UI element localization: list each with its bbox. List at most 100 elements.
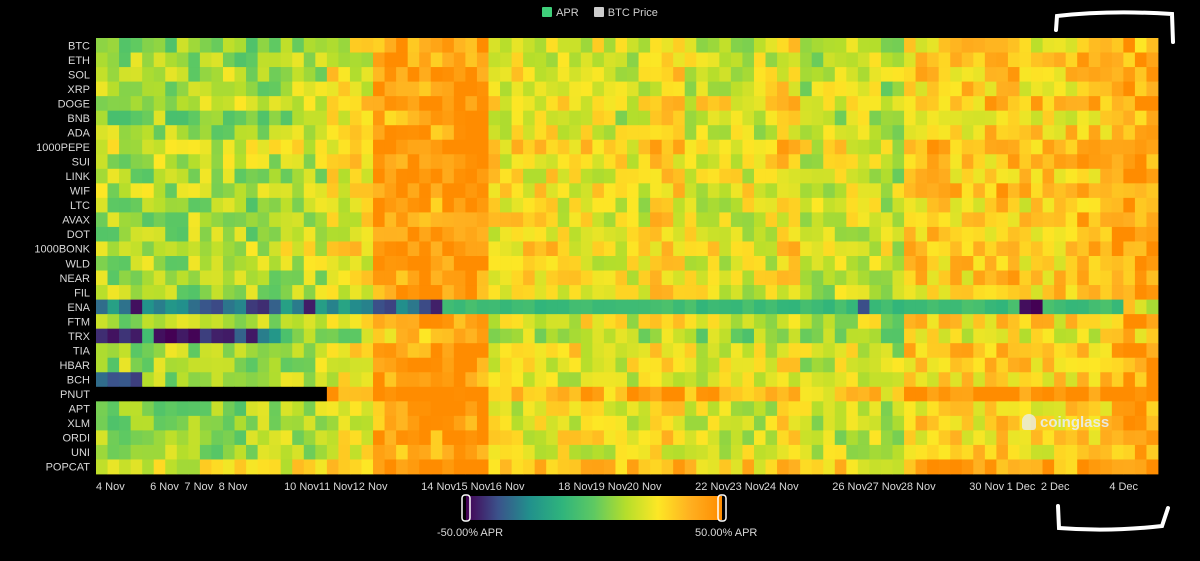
heatmap-cell[interactable] bbox=[488, 314, 501, 330]
heatmap-cell[interactable] bbox=[222, 401, 235, 417]
heatmap-cell[interactable] bbox=[1077, 67, 1090, 82]
heatmap-cell[interactable] bbox=[349, 372, 362, 388]
heatmap-cell[interactable] bbox=[1007, 212, 1020, 228]
heatmap-cell[interactable] bbox=[603, 212, 616, 228]
heatmap-cell[interactable] bbox=[1111, 285, 1124, 300]
heatmap-cell[interactable] bbox=[107, 125, 120, 141]
heatmap-cell[interactable] bbox=[892, 285, 905, 300]
heatmap-cell[interactable] bbox=[996, 38, 1009, 53]
heatmap-cell[interactable] bbox=[500, 241, 512, 257]
heatmap-cell[interactable] bbox=[107, 38, 120, 53]
heatmap-cell[interactable] bbox=[269, 183, 282, 199]
heatmap-cell[interactable] bbox=[326, 314, 339, 330]
heatmap-cell[interactable] bbox=[107, 139, 120, 155]
heatmap-cell[interactable] bbox=[523, 299, 536, 315]
heatmap-cell[interactable] bbox=[1054, 285, 1067, 300]
heatmap-cell[interactable] bbox=[1042, 430, 1055, 446]
heatmap-cell[interactable] bbox=[96, 256, 108, 271]
heatmap-cell[interactable] bbox=[315, 81, 328, 97]
heatmap-cell[interactable] bbox=[742, 256, 755, 271]
heatmap-cell[interactable] bbox=[730, 52, 743, 68]
heatmap-cell[interactable] bbox=[1088, 67, 1101, 82]
heatmap-cell[interactable] bbox=[211, 270, 224, 286]
heatmap-cell[interactable] bbox=[442, 125, 455, 141]
heatmap-cell[interactable] bbox=[222, 270, 235, 286]
heatmap-cell[interactable] bbox=[800, 183, 813, 199]
heatmap-cell[interactable] bbox=[1065, 314, 1078, 330]
heatmap-cell[interactable] bbox=[973, 357, 986, 373]
heatmap-cell[interactable] bbox=[534, 212, 547, 228]
heatmap-cell[interactable] bbox=[869, 168, 882, 184]
heatmap-cell[interactable] bbox=[384, 183, 397, 199]
heatmap-cell[interactable] bbox=[857, 67, 870, 82]
heatmap-cell[interactable] bbox=[349, 125, 362, 141]
heatmap-cell[interactable] bbox=[465, 401, 478, 417]
heatmap-cell[interactable] bbox=[661, 154, 674, 170]
heatmap-cell[interactable] bbox=[765, 328, 778, 344]
heatmap-cell[interactable] bbox=[753, 270, 766, 286]
heatmap-cell[interactable] bbox=[476, 372, 489, 388]
heatmap-cell[interactable] bbox=[1042, 401, 1055, 417]
heatmap-cell[interactable] bbox=[696, 459, 709, 475]
heatmap-cell[interactable] bbox=[292, 314, 305, 330]
heatmap-cell[interactable] bbox=[1042, 125, 1055, 141]
heatmap-cell[interactable] bbox=[500, 183, 512, 199]
heatmap-cell[interactable] bbox=[857, 270, 870, 286]
heatmap-cell[interactable] bbox=[234, 139, 247, 155]
heatmap-cell[interactable] bbox=[823, 197, 836, 213]
heatmap-cell[interactable] bbox=[627, 226, 639, 242]
heatmap-cell[interactable] bbox=[569, 372, 582, 388]
heatmap-cell[interactable] bbox=[130, 299, 143, 315]
heatmap-cell[interactable] bbox=[1077, 183, 1090, 199]
heatmap-cell[interactable] bbox=[1019, 299, 1032, 315]
heatmap-cell[interactable] bbox=[419, 343, 432, 359]
heatmap-cell[interactable] bbox=[1100, 386, 1113, 402]
heatmap-cell[interactable] bbox=[707, 125, 720, 141]
heatmap-cell[interactable] bbox=[1065, 168, 1078, 184]
heatmap-cell[interactable] bbox=[834, 154, 847, 170]
heatmap-cell[interactable] bbox=[1019, 372, 1032, 388]
heatmap-cell[interactable] bbox=[188, 285, 201, 300]
heatmap-cell[interactable] bbox=[730, 226, 743, 242]
heatmap-cell[interactable] bbox=[246, 285, 259, 300]
heatmap-cell[interactable] bbox=[153, 256, 166, 271]
heatmap-cell[interactable] bbox=[442, 241, 455, 257]
heatmap-cell[interactable] bbox=[511, 197, 524, 213]
heatmap-cell[interactable] bbox=[984, 183, 997, 199]
heatmap-cell[interactable] bbox=[107, 67, 120, 82]
heatmap-cell[interactable] bbox=[569, 256, 582, 271]
heatmap-cell[interactable] bbox=[107, 314, 120, 330]
heatmap-cell[interactable] bbox=[523, 183, 536, 199]
heatmap-cell[interactable] bbox=[396, 67, 409, 82]
heatmap-cell[interactable] bbox=[580, 386, 593, 402]
heatmap-cell[interactable] bbox=[592, 256, 605, 271]
heatmap-cell[interactable] bbox=[823, 168, 836, 184]
heatmap-cell[interactable] bbox=[153, 183, 166, 199]
heatmap-cell[interactable] bbox=[269, 52, 282, 68]
heatmap-cell[interactable] bbox=[130, 52, 143, 68]
heatmap-cell[interactable] bbox=[476, 415, 489, 431]
heatmap-cell[interactable] bbox=[1111, 168, 1124, 184]
heatmap-cell[interactable] bbox=[696, 52, 709, 68]
heatmap-cell[interactable] bbox=[96, 197, 108, 213]
heatmap-cell[interactable] bbox=[211, 81, 224, 97]
heatmap-cell[interactable] bbox=[719, 415, 732, 431]
heatmap-cell[interactable] bbox=[1031, 386, 1043, 402]
heatmap-cell[interactable] bbox=[338, 256, 351, 271]
heatmap-cell[interactable] bbox=[453, 168, 466, 184]
heatmap-cell[interactable] bbox=[603, 459, 616, 475]
heatmap-cell[interactable] bbox=[476, 154, 489, 170]
heatmap-cell[interactable] bbox=[1065, 226, 1078, 242]
heatmap-cell[interactable] bbox=[742, 168, 755, 184]
heatmap-cell[interactable] bbox=[142, 81, 155, 97]
heatmap-cell[interactable] bbox=[361, 430, 374, 446]
heatmap-cell[interactable] bbox=[130, 226, 143, 242]
heatmap-cell[interactable] bbox=[176, 139, 189, 155]
heatmap-cell[interactable] bbox=[984, 96, 997, 112]
heatmap-cell[interactable] bbox=[1111, 38, 1124, 53]
legend-item-btc-price[interactable]: BTC Price bbox=[593, 7, 658, 19]
heatmap-cell[interactable] bbox=[430, 314, 443, 330]
heatmap-cell[interactable] bbox=[696, 154, 709, 170]
heatmap-cell[interactable] bbox=[349, 154, 362, 170]
heatmap-cell[interactable] bbox=[165, 125, 178, 141]
